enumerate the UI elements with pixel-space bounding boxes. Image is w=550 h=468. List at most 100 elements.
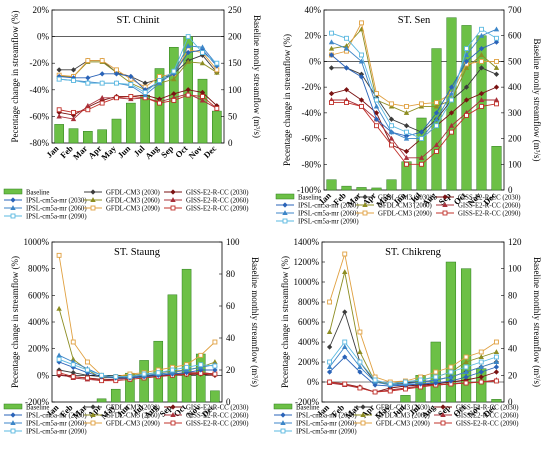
series-point-gfdl2030 [70, 67, 77, 73]
y2-tick-label: 200 [228, 32, 242, 42]
y-axis-label: Pecentage change in streamflow (%) [282, 34, 292, 166]
series-point-gfdl2060 [493, 65, 500, 70]
series-point-giss2030 [478, 90, 485, 97]
y2-axis-label: Baseline monthly streamflow (m³/s) [532, 257, 542, 387]
series-point-ipsl2090 [404, 129, 409, 135]
legend-label-gfdl2090: GFDL-CM3 (2090) [378, 211, 432, 218]
series-line-ipsl2090 [329, 341, 497, 385]
series-point-giss2090 [342, 381, 348, 387]
baseline-bar [461, 25, 472, 191]
series-point-giss2090 [387, 388, 393, 394]
series-line-ipsl2030 [59, 49, 218, 91]
series-point-ipsl2060 [493, 359, 500, 365]
x-tick-label: Sep [159, 143, 176, 160]
baseline-bar [97, 129, 108, 144]
legend-label-ipsl2090: IPSL-cm5a-mr (2090) [298, 219, 359, 226]
series-point-ipsl2060 [343, 45, 350, 51]
y-tick-label: 0% [309, 56, 322, 66]
baseline-bar [154, 68, 165, 144]
series-point-giss2060 [128, 96, 134, 102]
y-tick-label: 1000% [24, 237, 50, 247]
y-tick-label: 0% [37, 370, 50, 380]
legend-label-gfdl2030: GFDL-CM3 (2030) [106, 405, 160, 412]
series-point-giss2090 [494, 101, 499, 107]
series-line-gfdl2090 [329, 253, 497, 383]
series-point-giss2090 [463, 380, 469, 386]
series-line-gfdl2030 [331, 67, 497, 133]
series-point-ipsl2090 [84, 367, 90, 373]
y2-tick-label: 250 [228, 5, 242, 15]
series-point-ipsl2090 [327, 359, 333, 365]
series-line-ipsl2030 [329, 356, 497, 387]
y-tick-label: -60% [302, 134, 322, 144]
series-point-gfdl2090 [479, 58, 484, 64]
series-point-ipsl2060 [326, 364, 333, 370]
y2-tick-label: 120 [508, 237, 522, 247]
y2-tick-label: 0 [508, 185, 513, 195]
legend-marker-giss2090 [170, 420, 176, 426]
series-line-giss2060 [59, 93, 218, 120]
series-point-giss2030 [373, 110, 380, 116]
y-tick-label: 0% [37, 32, 50, 42]
legend-marker-ipsl2030 [10, 197, 16, 203]
legend-marker-giss2090 [440, 420, 446, 426]
legend-label-ipsl2060: IPSL-cm5a-mr (2060) [26, 206, 87, 213]
series-point-giss2060 [85, 102, 91, 108]
series-point-gfdl2060 [493, 349, 500, 355]
y2-tick-label: 0 [508, 397, 513, 407]
series-point-giss2090 [434, 148, 439, 154]
y-tick-label: 600% [298, 317, 320, 327]
series-point-ipsl2060 [403, 135, 410, 141]
series-point-giss2090 [99, 100, 105, 106]
y-tick-label: -200% [25, 397, 49, 407]
series-point-gfdl2090 [359, 20, 364, 26]
y2-tick-label: 40 [508, 344, 518, 354]
legend-marker-giss2060 [170, 412, 176, 418]
legend-marker-gfdl2090 [360, 420, 366, 426]
series-point-ipsl2060 [493, 26, 500, 32]
series-point-giss2090 [478, 379, 484, 385]
legend-label-ipsl2060: IPSL-cm5a-mr (2060) [298, 211, 359, 218]
series-point-ipsl2090 [99, 80, 105, 86]
series-line-gfdl2060 [59, 61, 218, 91]
series-point-gfdl2090 [389, 101, 394, 107]
series-point-gfdl2090 [85, 58, 91, 63]
legend-label-giss2090: GISS-E2-R-CC (2090) [186, 206, 249, 213]
series-point-ipsl2060 [448, 374, 454, 380]
y-tick-label: 800% [298, 297, 320, 307]
series-point-ipsl2030 [113, 71, 120, 77]
series-point-giss2090 [464, 112, 469, 118]
legend-label-giss2090: GISS-E2-R-CC (2090) [456, 421, 519, 428]
series-point-ipsl2090 [142, 90, 148, 95]
baseline-bar [386, 179, 397, 191]
legend-marker-gfdl2030 [362, 194, 368, 200]
series-line-ipsl2060 [329, 346, 497, 386]
series-point-ipsl2090 [389, 123, 394, 129]
legend-label-gfdl2060: GFDL-CM3 (2060) [378, 203, 432, 210]
series-point-ipsl2030 [463, 374, 469, 380]
series-point-ipsl2090 [198, 362, 204, 368]
series-point-ipsl2030 [448, 378, 454, 384]
series-point-ipsl2090 [212, 363, 218, 369]
y-tick-label: -80% [302, 159, 322, 169]
series-line-giss2090 [331, 102, 497, 165]
series-point-ipsl2030 [99, 71, 105, 77]
series-point-giss2090 [372, 389, 378, 395]
legend-label-gfdl2060: GFDL-CM3 (2060) [106, 413, 160, 420]
series-point-giss2090 [200, 94, 205, 99]
series-point-ipsl2060 [142, 92, 148, 98]
legend-marker-gfdl2060 [90, 412, 96, 418]
y-tick-label: -20% [302, 82, 322, 92]
series-point-ipsl2030 [357, 369, 363, 375]
y2-tick-label: 80 [226, 269, 236, 279]
series-point-gfdl2060 [328, 45, 335, 51]
series-point-ipsl2090 [71, 78, 76, 83]
series-point-ipsl2030 [493, 39, 500, 45]
series-point-giss2090 [71, 109, 76, 115]
series-point-giss2030 [448, 110, 455, 116]
baseline-bar [491, 146, 502, 191]
series-point-gfdl2090 [494, 58, 499, 64]
series-point-gfdl2060 [342, 269, 348, 275]
series-point-ipsl2090 [419, 136, 424, 142]
series-point-giss2090 [493, 378, 499, 384]
